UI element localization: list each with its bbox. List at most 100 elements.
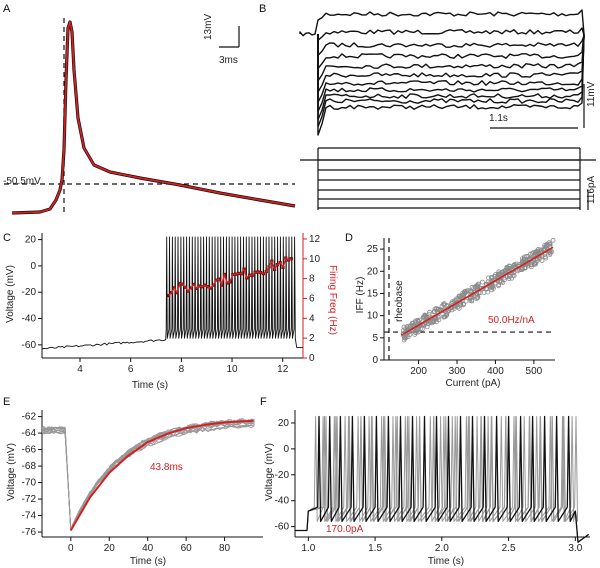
- iff-point: [507, 264, 513, 270]
- sweep-trace: [317, 34, 585, 128]
- iff-point: [496, 271, 502, 277]
- sweep-trace: [317, 34, 585, 82]
- iff-point: [475, 292, 481, 298]
- c-xtick-label: 6: [128, 364, 134, 375]
- iff-point: [496, 269, 502, 275]
- recovery-trace: [41, 419, 255, 531]
- c-xtick-label: 12: [277, 364, 289, 375]
- sweep-trace: [317, 34, 585, 103]
- iff-point: [496, 283, 501, 289]
- e-ytick-label: -72: [22, 494, 37, 505]
- iff-point: [443, 313, 449, 319]
- e-xtick-label: 40: [142, 543, 154, 554]
- iff-point: [477, 290, 483, 296]
- iff-point: [457, 293, 463, 299]
- f-ylabel: Voltage (mV): [264, 443, 275, 501]
- panel-letter-d: D: [345, 232, 353, 244]
- iff-point: [400, 331, 406, 337]
- iff-point: [550, 237, 556, 243]
- iff-point: [547, 243, 553, 249]
- iff-point: [547, 252, 553, 258]
- f-ytick-label: 20: [278, 418, 290, 429]
- iff-point: [547, 241, 553, 247]
- panel-letter-c: C: [3, 232, 11, 244]
- firing-rate-line: [168, 257, 292, 296]
- firing-rate-point: [167, 293, 171, 298]
- ap-trace: [11, 20, 296, 215]
- a-scalebar-h-label: 3ms: [219, 55, 238, 66]
- sweep-trace: [317, 33, 585, 70]
- e-ytick-label: -70: [22, 478, 37, 489]
- iff-point: [529, 251, 535, 256]
- f-ytick-label: -40: [275, 496, 290, 507]
- sweep-trace: [317, 27, 585, 41]
- recovery-trace: [41, 418, 255, 531]
- e-ytick-label: -76: [22, 527, 37, 538]
- current-label: 170.0pA: [326, 524, 364, 535]
- e-ytick-label: -62: [22, 412, 37, 423]
- c-xtick-label: 10: [226, 364, 238, 375]
- c-ytick-label: -60: [22, 340, 37, 351]
- e-ylabel: Voltage (mV): [6, 443, 17, 501]
- c-ytick-label: -20: [22, 287, 37, 298]
- f-ytick-label: -20: [275, 470, 290, 481]
- iff-point: [414, 327, 420, 333]
- iff-point: [468, 288, 474, 294]
- recovery-trace: [41, 425, 255, 531]
- iff-point: [475, 281, 481, 287]
- iff-point: [444, 302, 450, 308]
- tau-label: 43.8ms: [150, 462, 183, 473]
- sweep-trace: [317, 34, 585, 136]
- c-y2label: Firing Freq (Hz): [327, 265, 338, 335]
- iff-point: [442, 302, 447, 308]
- rheobase-label: rheobase: [394, 280, 405, 322]
- e-xlabel: Time (s): [130, 556, 166, 567]
- sweep-trace: [317, 34, 585, 57]
- c-y2tick-label: 10: [309, 254, 321, 265]
- iff-point: [529, 264, 534, 270]
- d-ytick-label: 10: [367, 311, 379, 322]
- sweep-trace: [317, 33, 585, 121]
- iff-point: [449, 307, 455, 313]
- c-y2tick-label: 2: [309, 333, 315, 344]
- d-xtick-label: 500: [526, 366, 543, 377]
- iff-point: [539, 247, 544, 253]
- d-ytick-label: 15: [367, 288, 379, 299]
- spike-train-gray: [295, 416, 589, 543]
- c-y2tick-label: 6: [309, 293, 315, 304]
- iff-point: [433, 316, 439, 322]
- f-ytick-label: 0: [283, 444, 289, 455]
- iff-point: [456, 296, 462, 302]
- panel-letter-a: A: [3, 3, 11, 15]
- recovery-trace: [41, 419, 255, 531]
- iff-point: [490, 284, 496, 290]
- d-xlabel: Current (pA): [445, 378, 500, 389]
- c-xlabel: Time (s): [132, 380, 168, 391]
- f-xtick-label: 2.5: [502, 543, 516, 554]
- ap-fit: [11, 21, 296, 214]
- spike-train: [41, 236, 303, 350]
- recovery-trace: [41, 419, 255, 531]
- iff-point: [523, 260, 528, 266]
- sweep-trace: [299, 9, 585, 37]
- d-ytick-label: 5: [372, 333, 378, 344]
- d-xtick-label: 200: [410, 366, 427, 377]
- c-y2tick-label: 12: [309, 234, 321, 245]
- recovery-trace: [41, 420, 255, 531]
- iff-point: [435, 311, 441, 317]
- a-scalebar-v-label: 13mV: [203, 14, 214, 40]
- iff-point: [533, 261, 538, 267]
- e-xtick-label: 0: [68, 543, 74, 554]
- recovery-trace: [41, 418, 255, 531]
- c-y2tick-label: 4: [309, 313, 315, 324]
- threshold-label: -50.5mV: [3, 176, 41, 187]
- c-ylabel: Voltage (mV): [5, 265, 16, 323]
- c-ytick-label: 20: [25, 235, 37, 246]
- iff-point: [412, 328, 418, 334]
- recovery-trace: [41, 418, 255, 531]
- f-xtick-label: 3.0: [568, 543, 582, 554]
- recovery-trace: [41, 420, 255, 531]
- slope-label: 50.0Hz/nA: [488, 315, 535, 326]
- e-ytick-label: -68: [22, 461, 37, 472]
